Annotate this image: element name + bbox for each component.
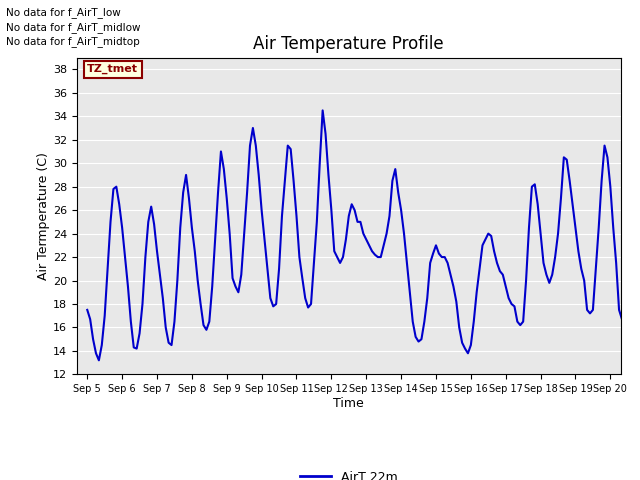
- Text: No data for f_AirT_midtop: No data for f_AirT_midtop: [6, 36, 140, 47]
- Y-axis label: Air Termperature (C): Air Termperature (C): [37, 152, 50, 280]
- Legend: AirT 22m: AirT 22m: [295, 466, 403, 480]
- Title: Air Temperature Profile: Air Temperature Profile: [253, 35, 444, 53]
- X-axis label: Time: Time: [333, 397, 364, 410]
- Text: TZ_tmet: TZ_tmet: [87, 64, 138, 74]
- Text: No data for f_AirT_midlow: No data for f_AirT_midlow: [6, 22, 141, 33]
- Text: No data for f_AirT_low: No data for f_AirT_low: [6, 7, 121, 18]
